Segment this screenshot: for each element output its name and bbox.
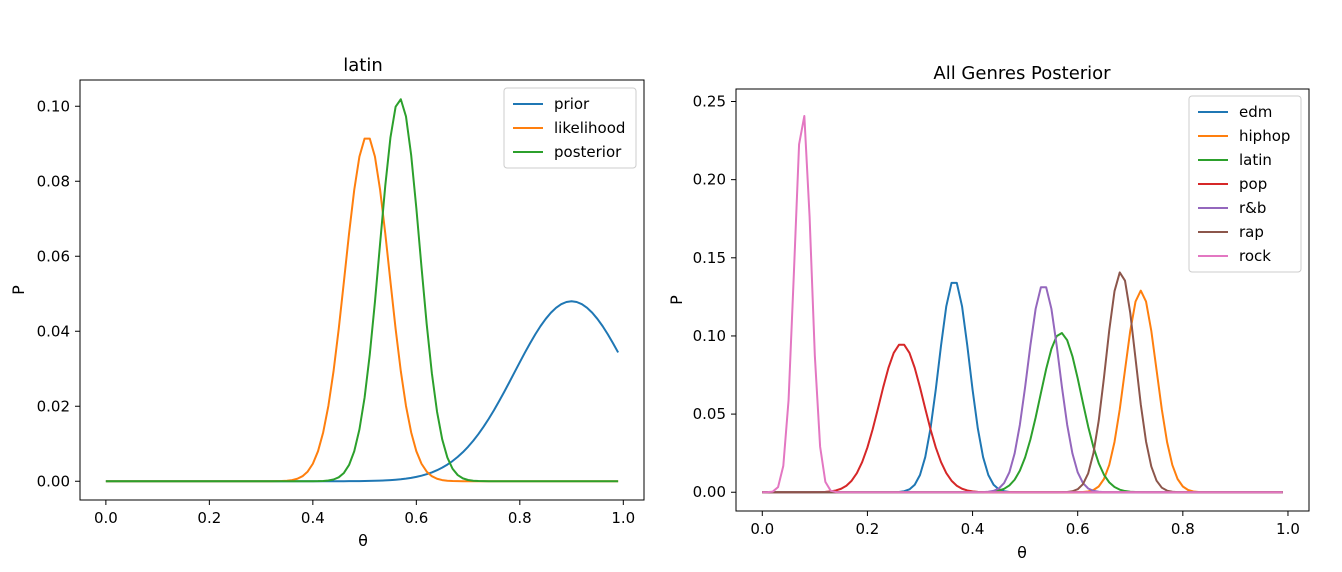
y-tick-label: 0.25 <box>693 93 726 111</box>
legend-label: edm <box>1239 103 1272 121</box>
x-tick-label: 0.0 <box>750 520 774 538</box>
y-tick-label: 0.02 <box>37 397 70 415</box>
y-tick-label: 0.20 <box>693 171 726 189</box>
plot-frame <box>735 88 1310 512</box>
x-tick-label: 0.4 <box>301 509 325 527</box>
series-line-pop <box>762 343 1283 494</box>
series-line-likelihood <box>105 137 619 483</box>
series-line-posterior <box>105 98 619 483</box>
x-axis-label: θ <box>1017 543 1027 562</box>
series-line-rap <box>762 271 1283 494</box>
legend-label: rap <box>1239 223 1264 241</box>
x-tick-label: 0.4 <box>961 520 985 538</box>
x-axis-label: θ <box>358 531 368 550</box>
legend-label: r&b <box>1239 199 1266 217</box>
x-axis-ticks: 0.0 0.2 0.4 0.6 0.8 1.0 <box>750 511 1300 538</box>
series-lines <box>762 114 1283 494</box>
series-line-prior <box>105 300 620 483</box>
legend-label: posterior <box>554 143 622 161</box>
y-tick-label: 0.05 <box>693 405 726 423</box>
legend-box <box>503 87 637 169</box>
y-axis-label: P <box>667 295 686 305</box>
legend-box <box>1188 95 1302 273</box>
legend: prior likelihood posterior <box>503 87 637 169</box>
x-tick-label: 0.8 <box>1171 520 1195 538</box>
x-tick-label: 1.0 <box>1276 520 1300 538</box>
series-line-edm <box>762 281 1283 494</box>
latin-chart: latin 0.0 0.2 0.4 0.6 0.8 1.0 0.000.020.040.0… <box>9 55 645 550</box>
x-axis-ticks: 0.0 0.2 0.4 0.6 0.8 1.0 <box>94 500 635 527</box>
x-tick-label: 0.6 <box>1066 520 1090 538</box>
y-tick-label: 0.08 <box>37 172 70 190</box>
x-tick-label: 0.2 <box>197 509 221 527</box>
y-tick-label: 0.00 <box>693 483 726 501</box>
legend-label: latin <box>1239 151 1272 169</box>
series-lines <box>105 98 620 483</box>
y-tick-label: 0.06 <box>37 247 70 265</box>
y-axis-label: P <box>9 285 28 295</box>
y-axis-ticks: 0.00 0.05 0.10 0.15 0.20 0.25 <box>693 93 736 501</box>
x-tick-label: 0.0 <box>94 509 118 527</box>
legend-label: pop <box>1239 175 1267 193</box>
legend-label: hiphop <box>1239 127 1290 145</box>
legend-label: rock <box>1239 247 1271 265</box>
y-tick-label: 0.15 <box>693 249 726 267</box>
y-axis-ticks: 0.00 0.02 0.04 0.06 0.08 0.10 <box>37 97 80 490</box>
x-tick-label: 0.6 <box>404 509 428 527</box>
chart-title: All Genres Posterior <box>933 63 1111 84</box>
legend: edm hiphop latin pop r&b rap rock <box>1188 95 1302 273</box>
x-tick-label: 0.2 <box>855 520 879 538</box>
y-tick-label: 0.04 <box>37 322 70 340</box>
y-tick-label: 0.00 <box>37 472 70 490</box>
series-line-rock <box>762 114 1283 494</box>
all-genres-posterior-chart: All Genres Posterior 0.0 0.2 0.4 0.6 0.8 1.0 … <box>667 63 1310 562</box>
legend-label: likelihood <box>554 119 625 137</box>
y-tick-label: 0.10 <box>37 97 70 115</box>
x-tick-label: 1.0 <box>611 509 635 527</box>
y-tick-label: 0.10 <box>693 327 726 345</box>
chart-title: latin <box>343 55 383 76</box>
x-tick-label: 0.8 <box>508 509 532 527</box>
plot-frame <box>79 79 645 501</box>
legend-label: prior <box>554 95 590 113</box>
